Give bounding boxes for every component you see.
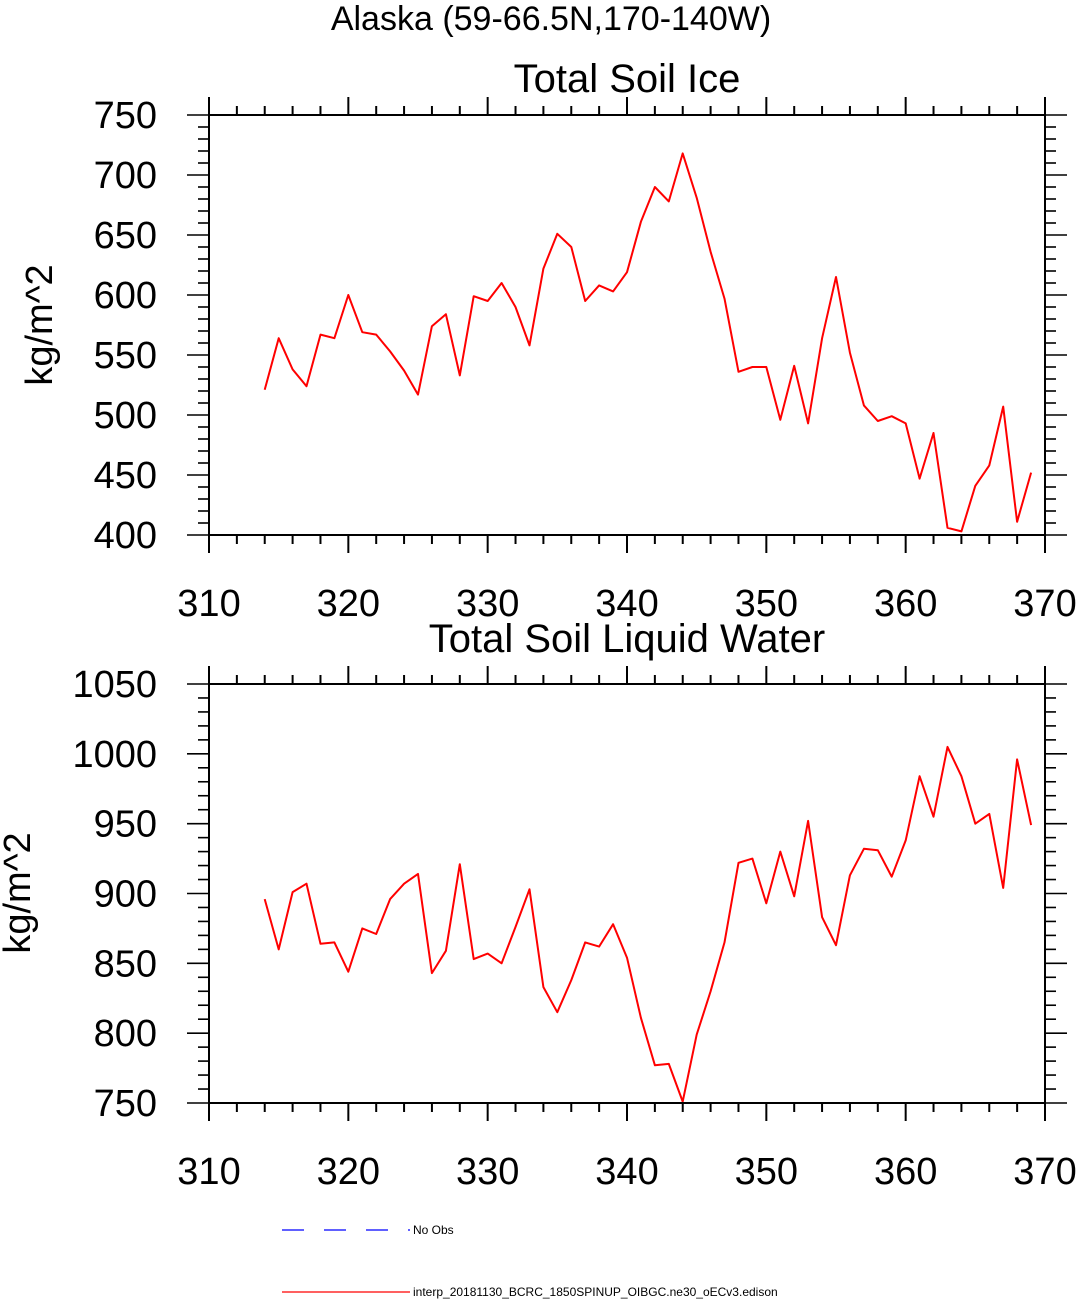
y-tick-label: 650 — [94, 215, 157, 257]
soil-ice-series-line — [263, 152, 1033, 533]
y-tick-label: 700 — [94, 155, 157, 197]
soil-ice-ylabel: kg/m^2 — [19, 264, 61, 385]
x-tick-label: 310 — [177, 1151, 240, 1193]
soil-liquid-water-series-line — [263, 745, 1033, 1103]
y-tick-label: 550 — [94, 335, 157, 377]
x-tick-label: 360 — [874, 1151, 937, 1193]
x-tick-label: 360 — [874, 583, 937, 625]
x-tick-label: 340 — [595, 1151, 658, 1193]
legend: No Obs interp_20181130_BCRC_1850SPINUP_O… — [282, 1223, 778, 1299]
x-tick-label: 350 — [735, 1151, 798, 1193]
y-tick-label: 450 — [94, 455, 157, 497]
y-tick-label: 1050 — [72, 664, 157, 706]
soil-liquid-water-ticks — [187, 666, 1067, 1121]
x-tick-label: 320 — [317, 583, 380, 625]
y-tick-label: 1000 — [72, 734, 157, 776]
x-tick-label: 310 — [177, 583, 240, 625]
soil-ice-panel: Total Soil Ice kg/m^2 310 320 330 340 350 360… — [19, 57, 1077, 625]
x-tick-label: 340 — [595, 583, 658, 625]
y-tick-label: 900 — [94, 874, 157, 916]
x-tick-label: 370 — [1013, 583, 1076, 625]
soil-ice-ticks — [187, 97, 1067, 553]
y-tick-label: 500 — [94, 395, 157, 437]
y-tick-label: 600 — [94, 275, 157, 317]
soil-liquid-water-title: Total Soil Liquid Water — [429, 617, 825, 661]
y-tick-label: 800 — [94, 1013, 157, 1055]
soil-liquid-water-plot-frame — [208, 683, 1046, 1104]
y-tick-label: 400 — [94, 515, 157, 557]
x-tick-label: 370 — [1013, 1151, 1076, 1193]
y-tick-label: 950 — [94, 804, 157, 846]
legend-model-label: interp_20181130_BCRC_1850SPINUP_OIBGC.ne… — [413, 1285, 778, 1299]
x-tick-label: 330 — [456, 1151, 519, 1193]
x-tick-label: 320 — [317, 1151, 380, 1193]
y-tick-label: 850 — [94, 943, 157, 985]
y-tick-label: 750 — [94, 95, 157, 137]
y-tick-label: 750 — [94, 1083, 157, 1125]
soil-ice-plot-frame — [208, 114, 1046, 536]
x-tick-label: 350 — [735, 583, 798, 625]
legend-no-obs-label: No Obs — [413, 1223, 454, 1237]
soil-liquid-water-ylabel: kg/m^2 — [0, 832, 39, 953]
soil-liquid-water-tick-labels: 310 320 330 340 350 360 370 750 800 850 900 950 1000… — [72, 664, 1076, 1193]
x-tick-label: 330 — [456, 583, 519, 625]
figure-suptitle: Alaska (59-66.5N,170-140W) — [331, 0, 771, 38]
soil-ice-title: Total Soil Ice — [514, 57, 741, 101]
soil-ice-tick-labels: 310 320 330 340 350 360 370 400 450 500 550 600 650 7… — [94, 95, 1077, 625]
soil-liquid-water-panel: Total Soil Liquid Water kg/m^2 310 320 330… — [0, 617, 1077, 1193]
